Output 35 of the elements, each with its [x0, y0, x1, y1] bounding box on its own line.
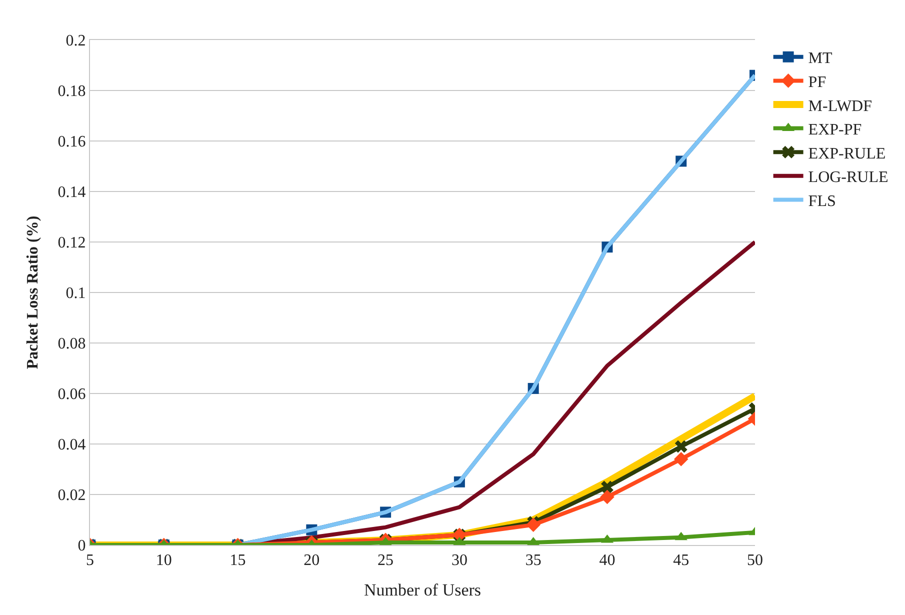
x-tick-label: 25: [378, 552, 394, 570]
y-tick-label: 0.04: [58, 436, 86, 454]
x-axis-title: Number of Users: [364, 580, 482, 600]
point: [674, 452, 688, 466]
point: [601, 480, 614, 494]
legend-label: MT: [808, 50, 833, 68]
y-tick-label: 0.12: [58, 234, 86, 252]
x-tick-label: 20: [304, 552, 320, 570]
y-tick-label: 0.06: [58, 386, 86, 404]
x-tick-label: 10: [156, 552, 172, 570]
y-tick-label: 0.08: [58, 336, 86, 353]
y-tick-label: 0.02: [58, 487, 86, 504]
x-tick-label: 35: [525, 552, 542, 570]
y-tick-label: 0.2: [66, 32, 86, 50]
x-tick-label: 30: [451, 552, 468, 570]
x-tick-label: 15: [230, 552, 246, 570]
legend-label: LOG-RULE: [808, 169, 888, 186]
y-tick-label: 0: [78, 538, 86, 555]
legend-label: PF: [808, 74, 826, 91]
x-tick-label: 50: [747, 552, 763, 570]
legend-label: EXP-RULE: [808, 145, 886, 162]
y-axis-title: Packet Loss Ratio (%): [24, 216, 42, 370]
point: [674, 440, 688, 453]
y-tick-label: 0.18: [58, 83, 86, 100]
y-tick-label: 0.14: [58, 184, 86, 202]
y-tick-label: 0.1: [66, 285, 86, 302]
y-tick-label: 0.16: [58, 134, 86, 151]
point: [526, 518, 540, 532]
legend-label: FLS: [808, 192, 836, 210]
x-tick-label: 5: [86, 552, 94, 570]
point: [600, 490, 614, 504]
legend-label: M-LWDF: [808, 98, 872, 115]
legend-label: EXP-PF: [808, 122, 862, 139]
x-tick-label: 45: [673, 552, 690, 570]
x-tick-label: 40: [599, 552, 616, 570]
